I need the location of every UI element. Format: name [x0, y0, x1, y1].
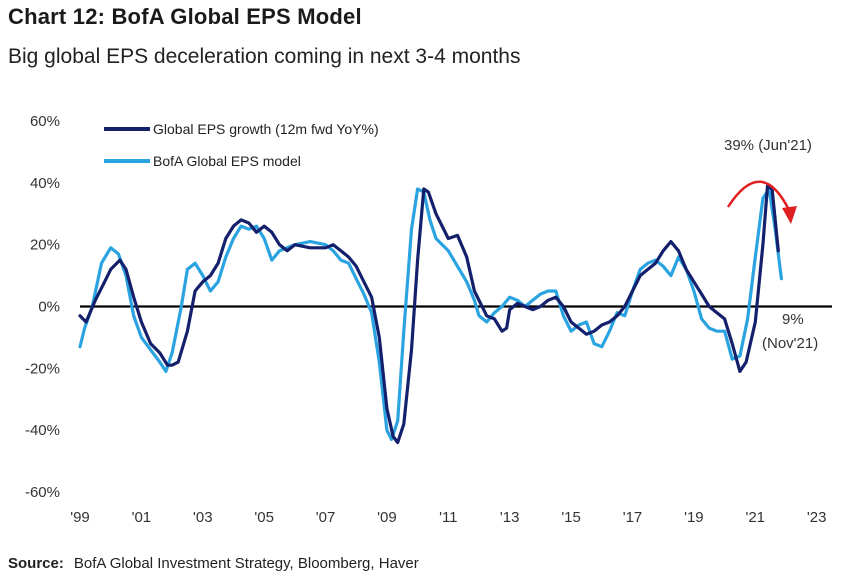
series-line-eps-growth — [78, 184, 780, 445]
y-tick-label: -60% — [25, 484, 60, 501]
x-tick-label: '03 — [193, 509, 213, 526]
x-tick-label: '11 — [439, 509, 457, 526]
y-tick-label: 20% — [30, 237, 60, 254]
annotation-peak: 39% (Jun'21) — [724, 137, 812, 154]
y-tick-label: 0% — [38, 299, 60, 316]
source-text: BofA Global Investment Strategy, Bloombe… — [73, 555, 419, 572]
legend: Global EPS growth (12m fwd YoY%) BofA Gl… — [104, 121, 379, 169]
decline-arrow-curve — [726, 180, 792, 213]
x-tick-label: '13 — [500, 509, 520, 526]
x-tick-label: '99 — [70, 509, 90, 526]
x-axis-ticks: '99 '01 '03 '05 '07 '09 '11 '13 '15 '17 '19 '21 '23 — [70, 509, 826, 526]
y-tick-label: 40% — [30, 175, 60, 192]
legend-label-model: BofA Global EPS model — [153, 153, 301, 169]
annotation-latest-value: 9% — [782, 311, 804, 328]
series-layer — [78, 184, 783, 445]
decline-arrow — [726, 180, 797, 224]
source-label: Source: — [8, 555, 64, 572]
decline-arrow-head — [782, 206, 797, 224]
source-note: Source: BofA Global Investment Strategy, … — [8, 555, 419, 572]
x-tick-label: '07 — [316, 509, 336, 526]
chart-title: Chart 12: BofA Global EPS Model — [8, 4, 362, 29]
x-tick-label: '19 — [684, 509, 704, 526]
legend-label-eps-growth: Global EPS growth (12m fwd YoY%) — [153, 121, 379, 137]
x-tick-label: '23 — [807, 509, 827, 526]
x-tick-label: '15 — [561, 509, 581, 526]
annotation-latest-date: (Nov'21) — [762, 335, 818, 352]
y-axis-ticks: -60% -40% -20% 0% 20% 40% 60% — [25, 113, 60, 501]
y-tick-label: -40% — [25, 422, 60, 439]
y-tick-label: 60% — [30, 113, 60, 130]
y-tick-label: -20% — [25, 360, 60, 377]
x-tick-label: '05 — [254, 509, 274, 526]
chart-subtitle: Big global EPS deceleration coming in ne… — [8, 45, 521, 68]
x-tick-label: '01 — [132, 509, 152, 526]
series-line-model — [78, 187, 783, 441]
x-tick-label: '21 — [745, 509, 765, 526]
x-tick-label: '09 — [377, 509, 397, 526]
x-tick-label: '17 — [623, 509, 643, 526]
